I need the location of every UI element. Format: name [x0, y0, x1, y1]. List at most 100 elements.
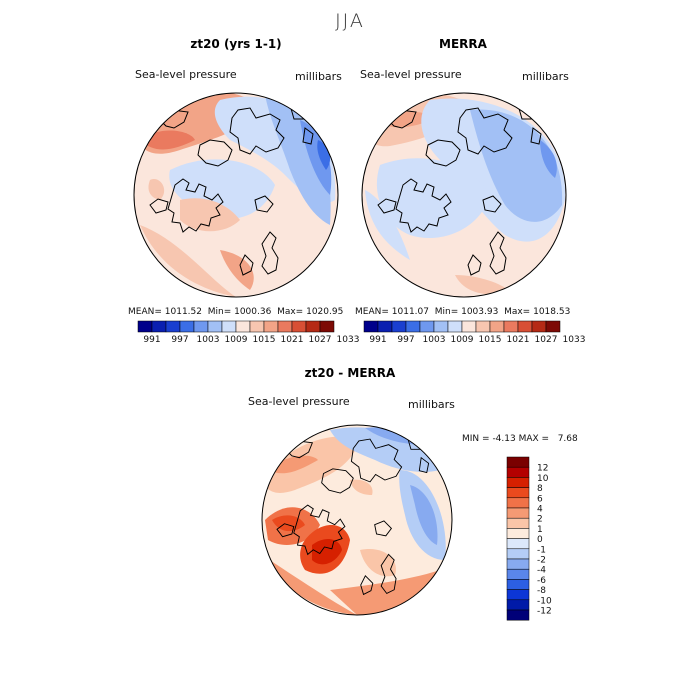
max-label: MAX =	[518, 434, 550, 444]
colorbar-tick-label: 991	[143, 335, 160, 345]
panel-title-difference: zt20 - MERRA	[304, 366, 396, 380]
colorbar-tick-label: 1003	[197, 335, 220, 345]
map-difference	[261, 424, 453, 616]
colorbar-swatch	[249, 320, 265, 333]
units-label-difference: millibars	[408, 398, 455, 411]
map-zt20	[133, 92, 339, 298]
colorbar-swatch	[263, 320, 279, 333]
max-label: Max=	[504, 307, 531, 317]
units-label-merra: millibars	[522, 70, 569, 83]
colorbar-tick-label: 10	[537, 474, 549, 484]
colorbar-tick-label: -2	[537, 556, 546, 566]
colorbar-swatch	[506, 456, 530, 468]
min-label: Min=	[207, 307, 232, 317]
mean-value: 1011.52	[164, 307, 202, 317]
colorbar-swatch	[165, 320, 181, 333]
units-label-zt20: millibars	[295, 70, 342, 83]
map-merra	[361, 92, 567, 298]
colorbar-swatch	[319, 320, 335, 333]
colorbar-swatch	[506, 477, 530, 488]
colorbar-swatch	[506, 538, 530, 550]
colorbar-swatch	[506, 507, 530, 519]
min-value: -4.13	[492, 434, 516, 444]
colorbar-tick-label: 991	[369, 335, 386, 345]
colorbar-swatch	[506, 517, 530, 529]
colorbar-swatch	[221, 320, 237, 333]
colorbar-tick-label: 1027	[309, 335, 332, 345]
mean-value: 1011.07	[391, 307, 429, 317]
min-label: Min=	[434, 307, 459, 317]
colorbar-swatch	[506, 609, 530, 621]
colorbar-tick-label: 12	[537, 464, 548, 474]
colorbar-tick-label: 1021	[507, 335, 530, 345]
panel-title-merra: MERRA	[439, 37, 487, 51]
max-value: 7.68	[557, 434, 578, 444]
colorbar-swatch	[489, 320, 505, 333]
colorbar-tick-label: 1009	[451, 335, 474, 345]
stats-difference: MIN = -4.13 MAX = 7.68	[462, 434, 578, 444]
variable-label-merra: Sea-level pressure	[360, 68, 462, 81]
colorbar-swatch	[475, 320, 491, 333]
colorbar-tick-label: 997	[171, 335, 188, 345]
colorbar-merra: 991 997 1003 1009 1015 1021 1027 1033	[363, 320, 586, 345]
colorbar-swatch	[506, 497, 530, 509]
colorbar-tick-label: 1015	[253, 335, 276, 345]
figure-supertitle: JJA	[335, 10, 365, 32]
colorbar-swatch	[207, 320, 223, 333]
colorbar-tick-label: 0	[537, 535, 543, 545]
colorbar-swatch	[506, 466, 530, 478]
colorbar-swatch	[506, 487, 530, 499]
colorbar-tick-label: 8	[537, 484, 543, 494]
stats-zt20: MEAN= 1011.52 Min= 1000.36 Max= 1020.95	[128, 307, 343, 317]
colorbar-swatch	[363, 320, 379, 333]
colorbar-tick-label: 997	[397, 335, 414, 345]
max-value: 1018.53	[533, 307, 571, 317]
panel-title-zt20: zt20 (yrs 1-1)	[190, 37, 282, 51]
colorbar-swatch	[235, 320, 251, 333]
colorbar-tick-label: -12	[537, 607, 552, 617]
colorbar-swatch	[419, 320, 435, 333]
colorbar-swatch	[277, 320, 293, 333]
mean-label: MEAN=	[128, 307, 162, 317]
colorbar-swatch	[461, 320, 477, 333]
colorbar-tick-label: 6	[537, 494, 543, 504]
colorbar-swatch	[137, 320, 153, 333]
colorbar-tick-label: 1027	[535, 335, 558, 345]
colorbar-swatch	[193, 320, 209, 333]
colorbar-swatch	[179, 320, 195, 333]
colorbar-tick-label: -6	[537, 576, 546, 586]
colorbar-swatch	[305, 320, 321, 333]
colorbar-swatch	[291, 320, 307, 333]
colorbar-swatch	[545, 320, 561, 333]
colorbar-swatch	[506, 579, 530, 590]
colorbar-tick-label: 1033	[337, 335, 360, 345]
colorbar-tick-label: 1033	[563, 335, 586, 345]
colorbar-swatch	[503, 320, 519, 333]
colorbar-tick-label: -8	[537, 586, 546, 596]
variable-label-difference: Sea-level pressure	[248, 395, 350, 408]
max-label: Max=	[277, 307, 304, 317]
colorbar-swatch	[506, 568, 530, 580]
colorbar-swatch	[506, 558, 530, 570]
colorbar-tick-label: 4	[537, 505, 543, 515]
colorbar-swatch	[377, 320, 393, 333]
mean-label: MEAN=	[355, 307, 389, 317]
max-value: 1020.95	[306, 307, 344, 317]
colorbar-swatch	[506, 528, 530, 539]
colorbar-swatch	[506, 589, 530, 601]
colorbar-tick-label: 1003	[423, 335, 446, 345]
colorbar-swatch	[517, 320, 533, 333]
colorbar-tick-label: 1021	[281, 335, 304, 345]
colorbar-tick-label: 2	[537, 515, 543, 525]
colorbar-zt20: 991 997 1003 1009 1015 1021 1027 1033	[137, 320, 360, 345]
colorbar-swatch	[447, 320, 463, 333]
colorbar-swatch	[433, 320, 449, 333]
colorbar-tick-label: 1015	[479, 335, 502, 345]
min-value: 1003.93	[461, 307, 499, 317]
colorbar-swatch	[506, 548, 530, 560]
colorbar-swatch	[391, 320, 407, 333]
colorbar-tick-label: -4	[537, 566, 546, 576]
colorbar-tick-label: -1	[537, 545, 546, 555]
